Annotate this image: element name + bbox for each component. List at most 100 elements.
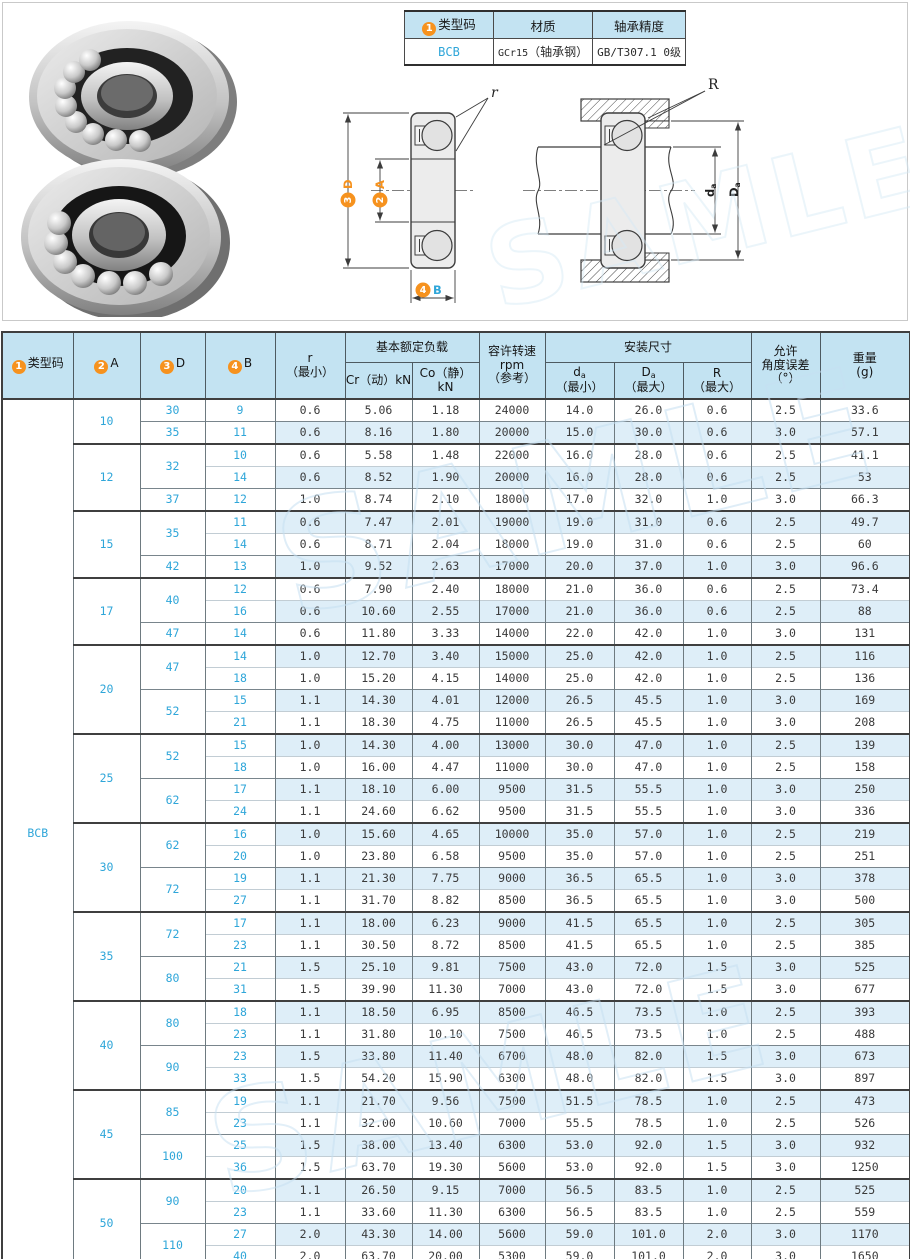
cell-rpm: 5600 [478, 1156, 546, 1179]
cell-R: 1.5 [682, 956, 752, 979]
cell-angle: 2.5 [750, 533, 821, 556]
cell-da: 21.0 [544, 577, 615, 601]
cell-da: 25.0 [544, 644, 615, 668]
cell-d: 52 [139, 689, 206, 734]
cell-angle: 2.5 [750, 733, 821, 757]
spec-row: 45 85 19 1.1 21.70 9.56 7500 51.5 78.5 1.0 2.5 473 [2, 1089, 910, 1179]
cell-cr: 21.70 [344, 1089, 413, 1113]
cell-r: 1.5 [274, 956, 346, 979]
cell-rpm: 14000 [478, 667, 546, 690]
cell-rpm: 9000 [478, 911, 546, 935]
cell-rpm: 11000 [478, 711, 546, 734]
cell-b: 14 [204, 533, 276, 556]
cell-da: 15.0 [544, 421, 615, 444]
cell-Da: 55.5 [613, 800, 684, 823]
cell-R: 0.6 [682, 600, 752, 623]
cell-r: 1.0 [274, 822, 346, 846]
cell-da: 16.0 [544, 466, 615, 489]
cell-r: 1.1 [274, 1000, 346, 1024]
cell-weight: 336 [819, 800, 910, 823]
cell-cr: 7.90 [344, 577, 413, 601]
cell-rpm: 17000 [478, 555, 546, 578]
cell-cr: 31.80 [344, 1023, 413, 1046]
cell-da: 16.0 [544, 443, 615, 467]
cell-weight: 500 [819, 889, 910, 912]
cell-r: 1.1 [274, 778, 346, 801]
cell-cr: 12.70 [344, 644, 413, 668]
cell-weight: 1250 [819, 1156, 910, 1179]
cell-Da: 55.5 [613, 778, 684, 801]
cell-d: 72 [139, 911, 206, 957]
cell-R: 1.0 [682, 845, 752, 868]
cell-a: 20 [72, 644, 141, 734]
cell-r: 0.6 [274, 533, 346, 556]
cell-angle: 3.0 [750, 889, 821, 912]
cell-da: 30.0 [544, 756, 615, 779]
cell-co: 6.62 [411, 800, 480, 823]
cell-co: 9.81 [411, 956, 480, 979]
cell-co: 3.33 [411, 622, 480, 645]
cell-angle: 2.5 [750, 577, 821, 601]
cell-R: 2.0 [682, 1223, 752, 1246]
cell-co: 11.40 [411, 1045, 480, 1068]
cell-R: 1.0 [682, 800, 752, 823]
cell-cr: 15.20 [344, 667, 413, 690]
cell-b: 23 [204, 1201, 276, 1224]
cell-angle: 3.0 [750, 1045, 821, 1068]
cell-rpm: 9500 [478, 845, 546, 868]
cell-R: 1.0 [682, 488, 752, 511]
cell-R: 1.0 [682, 1000, 752, 1024]
cell-r: 1.0 [274, 644, 346, 668]
col-header-R: R （最大） [682, 362, 752, 400]
cell-r: 1.1 [274, 889, 346, 912]
cell-R: 1.0 [682, 622, 752, 645]
cell-angle: 2.5 [750, 1201, 821, 1224]
cell-a: 15 [72, 510, 141, 578]
cell-angle: 3.0 [750, 711, 821, 734]
cell-R: 0.6 [682, 577, 752, 601]
cell-angle: 3.0 [750, 978, 821, 1001]
col-header-Da: Da （最大） [613, 362, 684, 400]
cell-b: 11 [204, 421, 276, 444]
cell-weight: 250 [819, 778, 910, 801]
cell-Da: 78.5 [613, 1089, 684, 1113]
cell-R: 1.0 [682, 867, 752, 890]
cell-da: 51.5 [544, 1089, 615, 1113]
cell-r: 1.1 [274, 1178, 346, 1202]
cell-R: 1.0 [682, 644, 752, 668]
cell-Da: 42.0 [613, 667, 684, 690]
cell-angle: 3.0 [750, 622, 821, 645]
dim-label-R: R [708, 77, 719, 93]
cell-R: 1.0 [682, 1201, 752, 1224]
cell-cr: 31.70 [344, 889, 413, 912]
cell-r: 0.6 [274, 622, 346, 645]
cell-b: 24 [204, 800, 276, 823]
spec-row: 23 1.1 32.00 10.60 7000 55.5 78.5 1.0 2.5 526 [2, 1112, 910, 1135]
cell-angle: 2.5 [750, 1089, 821, 1113]
cell-co: 19.30 [411, 1156, 480, 1179]
cell-R: 0.6 [682, 510, 752, 534]
cell-angle: 2.5 [750, 934, 821, 957]
cell-Da: 57.0 [613, 845, 684, 868]
cell-da: 36.5 [544, 867, 615, 890]
cell-R: 1.0 [682, 1112, 752, 1135]
cell-angle: 3.0 [750, 1223, 821, 1246]
cell-d: 35 [139, 510, 206, 556]
cell-R: 0.6 [682, 466, 752, 489]
cell-co: 10.60 [411, 1112, 480, 1135]
cell-cr: 8.52 [344, 466, 413, 489]
spec-row: 18 1.0 15.20 4.15 14000 25.0 42.0 1.0 2.5 136 [2, 667, 910, 690]
dim-label-A: A [373, 180, 387, 189]
cell-b: 23 [204, 934, 276, 957]
cell-Da: 72.0 [613, 956, 684, 979]
cell-co: 4.15 [411, 667, 480, 690]
cell-da: 19.0 [544, 510, 615, 534]
cell-angle: 2.5 [750, 845, 821, 868]
cell-b: 11 [204, 510, 276, 534]
cell-co: 15.90 [411, 1067, 480, 1090]
cell-rpm: 19000 [478, 510, 546, 534]
cell-weight: 169 [819, 689, 910, 712]
cell-R: 1.0 [682, 778, 752, 801]
